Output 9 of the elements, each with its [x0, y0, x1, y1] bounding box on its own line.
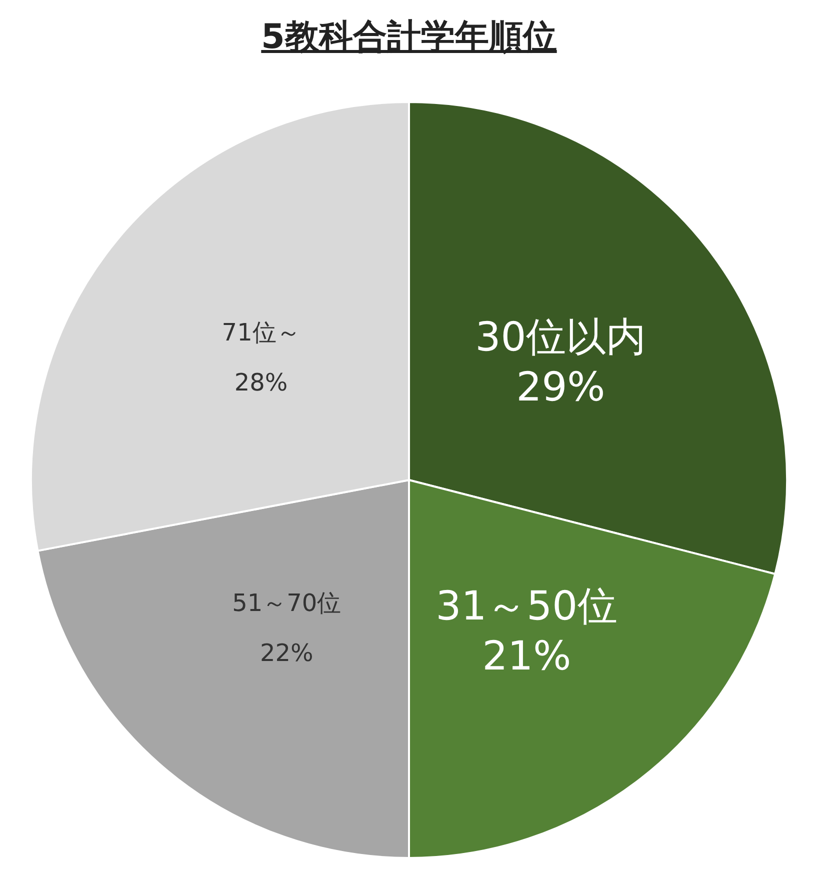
data-label: 28%	[234, 368, 288, 397]
slice-label: 31～50位	[436, 584, 618, 630]
slice-label: 51～70位	[232, 588, 342, 617]
data-label: 29%	[516, 364, 606, 410]
chart-title: 5教科合計学年順位	[260, 16, 558, 59]
slice-label: 30位以内	[475, 314, 646, 360]
data-label: 22%	[260, 638, 314, 667]
data-label: 21%	[482, 634, 572, 680]
slice-label: 71位～	[222, 318, 300, 347]
